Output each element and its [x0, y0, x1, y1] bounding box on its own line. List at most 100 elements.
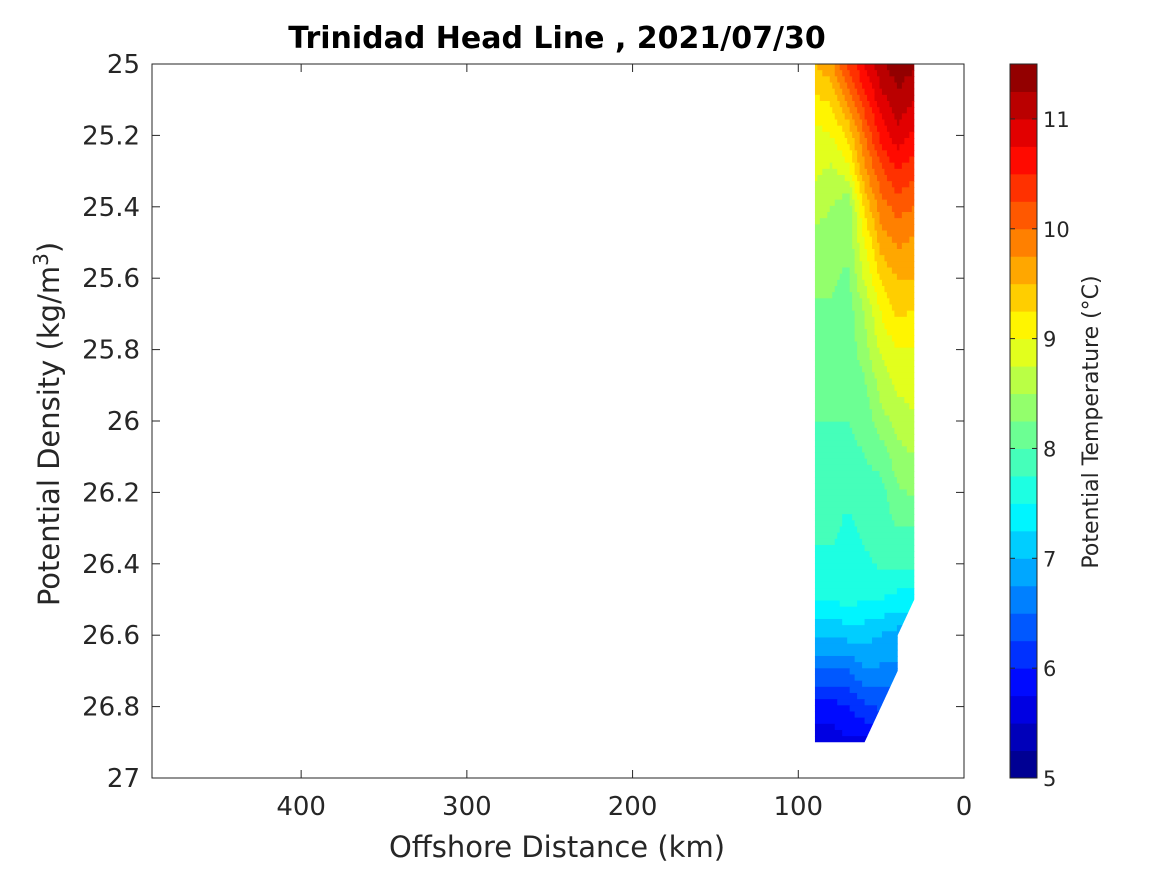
contour-cell — [829, 162, 833, 170]
colorbar-segment — [1010, 64, 1037, 92]
contour-cell — [859, 70, 868, 77]
contour-cell — [849, 267, 856, 275]
contour-cell — [857, 107, 866, 114]
contour-cell — [854, 138, 861, 145]
contour-cell — [814, 699, 838, 706]
contour-cell — [881, 279, 915, 287]
contour-cell — [852, 94, 861, 102]
contour-cell — [864, 211, 873, 219]
contour-cell — [854, 162, 861, 170]
contour-cell — [837, 168, 851, 176]
contour-cell — [829, 131, 846, 139]
contour-cell — [859, 242, 866, 250]
contour-cell — [867, 168, 876, 176]
contour-cell — [894, 470, 915, 478]
contour-cell — [814, 236, 853, 244]
contour-cell — [857, 273, 863, 281]
contour-cell — [814, 692, 858, 700]
contour-cell — [869, 347, 881, 355]
contour-cell — [859, 359, 873, 367]
contour-cell — [814, 310, 856, 318]
contour-cell — [879, 138, 893, 145]
contour-cell — [884, 285, 915, 293]
contour-cell — [814, 261, 856, 269]
contour-cell — [847, 101, 856, 108]
contour-cell — [867, 458, 893, 466]
contour-cell — [862, 230, 871, 238]
contour-cell — [877, 150, 888, 158]
contour-cell — [867, 94, 876, 102]
contour-cell — [862, 273, 873, 281]
contour-cell — [862, 119, 868, 127]
contour-cell — [839, 64, 848, 71]
contour-cell — [814, 711, 856, 719]
x-tick-label: 400 — [276, 792, 326, 822]
contour-cell — [884, 322, 915, 330]
contour-cell — [877, 261, 888, 269]
contour-cell — [849, 668, 915, 676]
contour-cell — [862, 193, 868, 201]
colorbar-frame — [1009, 63, 1038, 779]
contour-cell — [896, 433, 915, 441]
contour-cell — [852, 514, 893, 521]
contour-cell — [869, 76, 881, 84]
contour-cell — [874, 168, 886, 176]
contour-cell — [879, 131, 891, 139]
contour-cell — [872, 131, 881, 139]
contour-cell — [906, 107, 915, 114]
contour-cell — [867, 335, 878, 343]
contour-cell — [869, 150, 878, 158]
contour-cell — [814, 575, 915, 583]
contour-cell — [879, 433, 898, 441]
contour-cell — [854, 267, 863, 275]
colorbar-segment — [1010, 530, 1037, 559]
colorbar-segment — [1010, 613, 1037, 642]
contour-cell — [879, 107, 893, 114]
contour-cell — [867, 341, 878, 349]
contour-cell — [857, 125, 863, 133]
x-axis-label: Offshore Distance (km) — [389, 830, 725, 864]
contour-cell — [904, 138, 915, 145]
contour-cell — [884, 359, 915, 367]
contour-cell — [854, 168, 861, 176]
contour-cell — [837, 76, 846, 84]
contour-cell — [894, 427, 915, 435]
contour-cell — [814, 304, 853, 312]
contour-cell — [862, 304, 873, 312]
contour-cell — [857, 224, 863, 232]
contour-cell — [847, 637, 873, 645]
contour-cell — [839, 101, 848, 108]
contour-cell — [867, 138, 873, 145]
contour-cell — [814, 433, 856, 441]
contour-cell — [891, 181, 910, 188]
contour-cell — [872, 415, 891, 423]
contour-cell — [814, 366, 863, 373]
y-tick-label: 27 — [107, 764, 140, 794]
contour-cell — [896, 588, 915, 595]
contour-cell — [827, 211, 853, 219]
contour-cell — [894, 310, 908, 318]
contour-cell — [896, 242, 903, 250]
contour-cell — [842, 618, 866, 626]
contour-cell — [862, 101, 871, 108]
contour-cell — [899, 483, 915, 491]
contour-cell — [867, 384, 878, 392]
contour-cell — [872, 310, 883, 318]
contour-cell — [852, 76, 861, 84]
contour-cell — [814, 625, 898, 632]
contour-cell — [886, 261, 915, 269]
contour-cell — [872, 557, 915, 565]
contour-cell — [881, 162, 895, 170]
contour-cell — [899, 119, 915, 127]
contour-cell — [872, 242, 881, 250]
contour-cell — [814, 662, 863, 669]
contour-cell — [874, 144, 883, 151]
contour-cell — [862, 82, 873, 90]
contour-cell — [879, 273, 898, 281]
contour-cell — [864, 544, 915, 552]
contour-cell — [877, 298, 891, 306]
colorbar-segment — [1010, 475, 1037, 504]
contour-cell — [857, 440, 886, 447]
contour-cell — [814, 162, 831, 170]
contour-cell — [874, 329, 888, 336]
